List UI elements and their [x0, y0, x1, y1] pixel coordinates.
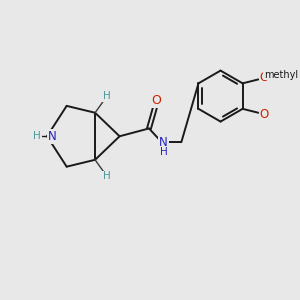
- Text: H: H: [33, 131, 41, 141]
- Text: H: H: [103, 172, 111, 182]
- Text: methyl: methyl: [264, 70, 298, 80]
- Text: N: N: [48, 130, 56, 143]
- Text: N: N: [159, 136, 168, 149]
- Text: H: H: [103, 91, 111, 101]
- Text: O: O: [151, 94, 161, 106]
- Text: O: O: [260, 71, 269, 84]
- Text: H: H: [160, 147, 168, 157]
- Text: O: O: [260, 108, 269, 121]
